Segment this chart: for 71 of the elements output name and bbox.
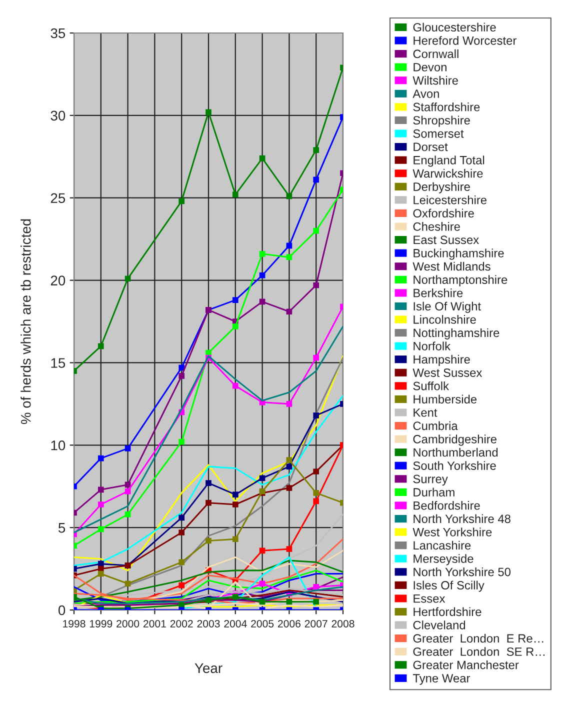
y-tick-label: 30 (50, 110, 66, 121)
legend-label: Kent (414, 408, 438, 417)
legend-label: Suffolk (413, 381, 450, 390)
legend-label: Oxfordshire (413, 208, 474, 218)
legend-label: Warwickshire (412, 168, 483, 178)
legend-label: Isle Of Wight (414, 302, 481, 313)
x-tick-label: 2001 (143, 620, 166, 628)
legend-label: England Total (414, 156, 484, 167)
legend-label: Buckinghamshire (414, 248, 504, 260)
legend-label: Cambridgeshire (413, 434, 496, 446)
legend-label: West Midlands (412, 262, 490, 271)
legend-label: Nottinghamshire (414, 328, 500, 340)
legend-label: Somerset (413, 129, 464, 138)
legend-label: Lincolnshire (414, 315, 476, 324)
y-tick-label: 20 (50, 276, 66, 286)
x-tick-label: 2005 (251, 620, 274, 628)
legend-label: West Sussex (412, 368, 482, 377)
x-tick-label: 2007 (304, 620, 328, 628)
legend-label: Essex (414, 594, 446, 603)
legend-label: Leicestershire (414, 195, 487, 204)
legend-label: Tyne Wear (412, 674, 470, 685)
legend-label: Wiltshire (412, 76, 458, 85)
x-tick-label: 2008 (332, 620, 354, 628)
x-axis-title: Year (194, 663, 222, 674)
legend-label: Humberside (414, 394, 477, 404)
x-tick-label: 1998 (63, 620, 86, 628)
x-tick-label: 2004 (224, 620, 247, 628)
legend-label: Greater Manchester (413, 660, 519, 670)
legend-label: Durham (414, 488, 454, 497)
legend-label: Northamptonshire (414, 275, 508, 286)
legend-label: East Sussex (414, 236, 479, 244)
x-tick-label: 2000 (116, 620, 140, 628)
y-axis-title: % of herds which are tb restricted (20, 219, 31, 424)
legend-label: Hertfordshire (414, 607, 482, 616)
legend-label: Northumberland (414, 448, 498, 457)
legend-label: Dorset (414, 142, 448, 152)
legend-label: Cleveland (413, 620, 466, 630)
legend-label: Greater London E Re… (413, 634, 544, 643)
legend-label: Staffordshire (413, 102, 480, 112)
legend-label: Hampshire (414, 354, 470, 366)
y-tick-label: 0 (58, 605, 66, 616)
legend-label: Bedfordshire (414, 501, 480, 510)
legend-label: Shropshire (413, 116, 470, 127)
legend-label: Gloucestershire (413, 22, 496, 32)
legend-label: Isles Of Scilly (414, 580, 484, 592)
legend-label: Surrey (413, 474, 448, 486)
legend-label: Devon (414, 63, 446, 72)
legend-label: South Yorkshire (413, 461, 496, 470)
legend-label: Lancashire (414, 540, 471, 550)
x-tick-label: 2002 (170, 620, 193, 628)
legend-label: Cumbria (413, 421, 458, 430)
y-tick-label: 15 (51, 358, 66, 368)
legend-label: Avon (412, 90, 439, 98)
legend-label: Greater London SE R… (413, 647, 545, 656)
legend-label: Derbyshire (414, 182, 470, 194)
legend-label: North Yorkshire 48 (414, 514, 510, 524)
y-tick-label: 10 (51, 440, 66, 450)
x-tick-label: 2006 (278, 620, 300, 628)
x-tick-label: 2003 (197, 620, 220, 628)
legend-label: North Yorkshire 50 (414, 567, 511, 576)
y-tick-label: 5 (58, 523, 66, 533)
legend-label: Hereford Worcester (414, 36, 516, 45)
y-tick-label: 35 (50, 28, 66, 38)
legend-label: Cornwall (413, 49, 458, 58)
legend-label: Merseyside (414, 554, 474, 566)
x-tick-label: 1999 (90, 620, 112, 628)
legend-label: West Yorkshire (412, 528, 492, 536)
legend-label: Cheshire (413, 222, 460, 231)
legend-label: Norfolk (414, 342, 451, 350)
y-tick-label: 25 (50, 193, 66, 204)
legend-label: Berkshire (414, 288, 463, 298)
